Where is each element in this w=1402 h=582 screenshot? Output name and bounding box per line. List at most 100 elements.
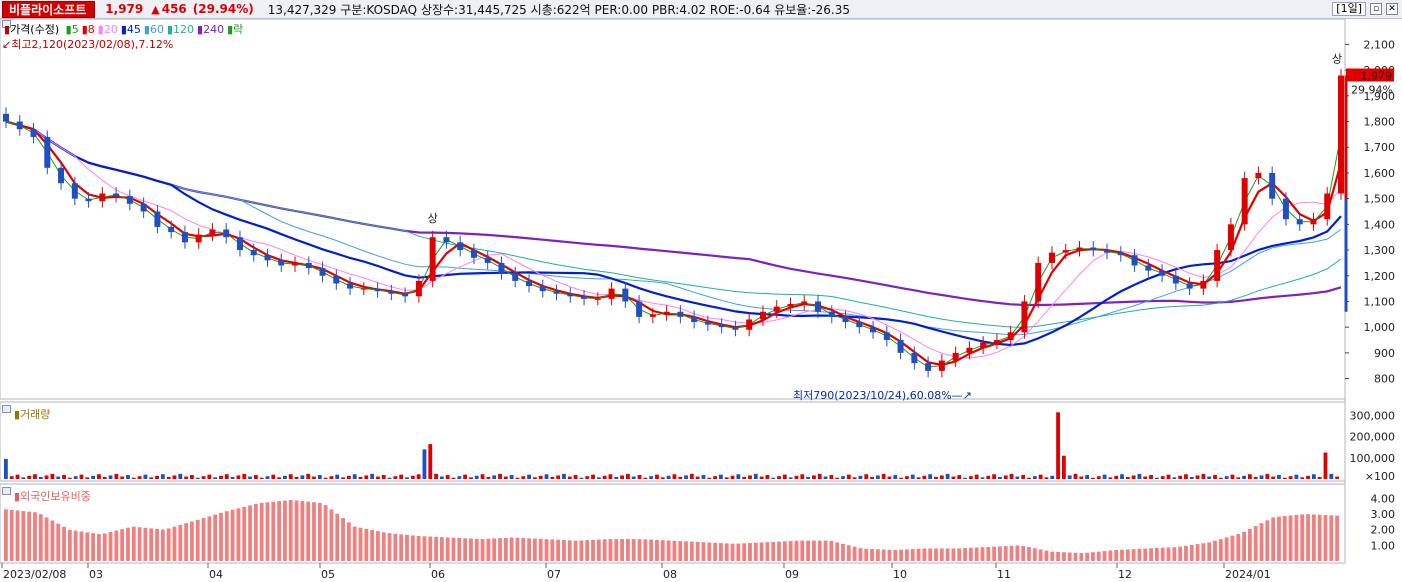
foreign-bar [556, 539, 561, 561]
volume-bar [370, 473, 375, 479]
foreign-bar [509, 537, 514, 561]
candle-body [71, 183, 78, 199]
foreign-bar [283, 500, 287, 561]
candle-body [1104, 250, 1111, 253]
foreign-panel-menu-icon[interactable] [2, 487, 11, 495]
high-annotation-text: 최고2,120(2023/02/08),7.12% [11, 38, 174, 51]
foreign-bar [1311, 514, 1316, 561]
candle-body [1172, 275, 1179, 284]
volume-bar [1085, 475, 1090, 479]
foreign-bar [1288, 515, 1293, 561]
volume-bar [765, 475, 770, 479]
candle-body [1117, 252, 1124, 256]
foreign-bar [1265, 520, 1270, 561]
foreign-bar [998, 546, 1002, 561]
foreign-bar [550, 539, 555, 561]
volume-bar [707, 477, 712, 479]
foreign-bar [649, 539, 654, 561]
restore-icon[interactable]: ▫ [1370, 3, 1382, 15]
foreign-bar [114, 530, 119, 561]
volume-bar [230, 476, 235, 479]
chart-area[interactable]: 2,1002,0001,9001,8001,7001,6001,5001,400… [0, 19, 1402, 582]
foreign-bar [1218, 539, 1223, 561]
volume-bar [1108, 477, 1113, 479]
volume-bar [980, 477, 985, 479]
candle-body [622, 288, 629, 302]
foreign-bar [120, 529, 125, 561]
candle-body [1062, 250, 1069, 253]
foreign-bar [131, 526, 136, 561]
volume-bar [335, 474, 340, 479]
foreign-bar [1050, 551, 1055, 561]
foreign-bar [155, 528, 159, 561]
foreign-bar [21, 511, 26, 561]
foreign-bar [1021, 545, 1026, 561]
candle-body [195, 234, 202, 243]
foreign-bar [1154, 547, 1159, 561]
candle-body [691, 316, 698, 323]
volume-bar [1120, 474, 1124, 479]
foreign-bar [515, 537, 520, 561]
volume-bar [195, 477, 200, 479]
period-selector[interactable]: [1일] [1332, 2, 1366, 16]
volume-bar [1253, 476, 1258, 479]
volume-bar [184, 476, 189, 479]
candle-body [347, 283, 354, 289]
volume-bar [102, 476, 107, 479]
volume-bar [649, 476, 654, 479]
foreign-bar [1009, 545, 1014, 561]
volume-bar [1213, 475, 1217, 479]
volume-unit: ×100 [1365, 470, 1395, 483]
candle-body [539, 286, 546, 292]
volume-bar [858, 475, 863, 479]
volume-bar [1178, 475, 1183, 479]
foreign-bar [317, 502, 322, 561]
close-icon[interactable]: ✕ [1386, 3, 1398, 15]
candle-body [870, 327, 877, 333]
foreign-bar [445, 537, 450, 561]
foreign-bar [1230, 535, 1235, 561]
foreign-bar [405, 534, 409, 561]
volume-bar [155, 475, 159, 479]
price-tick-label: 1,400 [1364, 218, 1396, 231]
volume-bar [9, 476, 14, 479]
foreign-bar [713, 542, 718, 561]
volume-bar [852, 477, 857, 479]
stock-name[interactable]: 비플라이소프트 [2, 0, 96, 18]
candle-body [1214, 250, 1221, 281]
volume-bar [73, 476, 78, 479]
foreign-bar [370, 530, 375, 561]
foreign-bar [1236, 533, 1241, 561]
volume-bar [573, 475, 578, 479]
foreign-bar [422, 536, 427, 561]
foreign-bar [434, 536, 438, 561]
volume-bar [416, 474, 421, 479]
volume-bar [899, 477, 904, 479]
volume-bar [608, 474, 613, 479]
legend-ma-7: ▮락 [227, 23, 244, 36]
volume-bar [968, 476, 973, 479]
price-tick-label: 1,700 [1364, 141, 1396, 154]
foreign-bar [190, 521, 194, 561]
volume-bar [288, 474, 293, 479]
date-tick-label: 04 [209, 568, 223, 581]
volume-bar [387, 477, 392, 479]
foreign-bar [567, 540, 572, 561]
foreign-bar [341, 518, 345, 561]
volume-bar [631, 476, 636, 479]
volume-bar [614, 476, 619, 479]
volume-bar [137, 476, 142, 479]
price-panel-menu-icon[interactable] [2, 20, 11, 28]
volume-bar [1067, 475, 1072, 479]
date-tick-label: 11 [997, 568, 1011, 581]
volume-panel-menu-icon[interactable] [2, 405, 11, 413]
foreign-bar [1213, 540, 1217, 561]
volume-bar [637, 475, 642, 479]
volume-bar [1271, 476, 1276, 479]
foreign-bar [1120, 549, 1124, 561]
volume-bar [108, 475, 113, 479]
foreign-bar [562, 540, 566, 561]
volume-bar [271, 474, 276, 479]
foreign-bar [149, 528, 154, 561]
foreign-bar [579, 540, 584, 561]
